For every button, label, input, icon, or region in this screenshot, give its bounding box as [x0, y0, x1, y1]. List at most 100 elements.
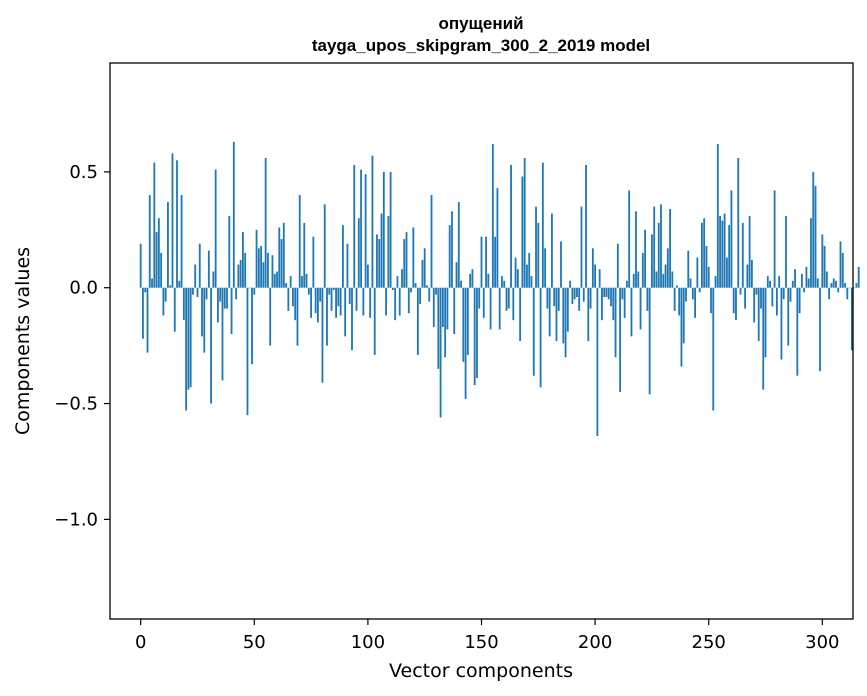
- bar: [605, 287, 608, 297]
- chart-title-line1: опущений: [438, 14, 523, 33]
- x-tick-label: 200: [578, 632, 612, 653]
- bar: [598, 269, 601, 288]
- bar: [153, 162, 156, 288]
- bar: [821, 234, 824, 288]
- bar: [148, 195, 151, 288]
- bar: [207, 250, 210, 288]
- bar: [721, 220, 724, 288]
- bar: [346, 243, 349, 288]
- bar: [255, 229, 258, 288]
- bar: [762, 287, 765, 390]
- bar: [596, 287, 599, 436]
- y-tick-label: 0.0: [69, 278, 98, 299]
- bar: [355, 287, 358, 311]
- bar: [566, 287, 569, 332]
- bar: [819, 287, 821, 372]
- bar: [210, 287, 213, 404]
- bar: [332, 287, 335, 291]
- bar: [192, 287, 194, 295]
- bar: [314, 287, 317, 314]
- bar: [814, 185, 817, 288]
- bar: [376, 234, 378, 288]
- bar: [466, 287, 469, 355]
- bar: [496, 188, 499, 288]
- bar: [401, 269, 403, 288]
- bar: [698, 287, 701, 293]
- bar: [519, 287, 522, 341]
- bar: [748, 215, 751, 288]
- bar: [669, 208, 671, 288]
- bar: [167, 202, 169, 288]
- bar: [730, 190, 733, 288]
- bar: [201, 287, 203, 337]
- bar: [503, 280, 506, 288]
- bar: [569, 280, 572, 288]
- bar: [144, 287, 147, 293]
- bar: [380, 213, 383, 288]
- bar: [173, 287, 176, 332]
- bar: [673, 287, 676, 311]
- bar: [292, 287, 294, 307]
- bar: [739, 287, 742, 295]
- bar: [276, 271, 278, 288]
- bar: [326, 287, 328, 346]
- bar: [321, 287, 324, 383]
- bar: [351, 287, 353, 351]
- bar: [682, 287, 685, 344]
- bar: [710, 287, 712, 314]
- bar: [855, 283, 858, 288]
- bar: [182, 287, 185, 321]
- bar: [794, 269, 796, 288]
- bar: [785, 215, 787, 288]
- bar: [151, 278, 153, 288]
- bar: [782, 287, 785, 300]
- bar: [223, 287, 226, 309]
- bar: [825, 271, 828, 288]
- bar: [171, 153, 174, 288]
- bar: [244, 252, 247, 288]
- bar: [832, 278, 835, 288]
- bar: [419, 287, 422, 304]
- bar: [473, 287, 476, 386]
- bar: [457, 202, 460, 288]
- bar: [837, 287, 840, 293]
- bar: [666, 248, 669, 288]
- bar: [444, 287, 447, 358]
- bar: [212, 271, 215, 288]
- bar: [280, 239, 283, 288]
- bar: [764, 287, 767, 358]
- bar: [735, 287, 737, 321]
- bar: [453, 287, 456, 335]
- bar: [671, 271, 674, 288]
- bar: [294, 287, 297, 321]
- bar: [853, 287, 856, 289]
- bar: [169, 285, 172, 288]
- bar: [341, 225, 344, 288]
- bar: [548, 287, 551, 337]
- bar: [648, 287, 651, 395]
- bar: [198, 243, 201, 288]
- bar: [235, 287, 238, 300]
- bar: [489, 287, 492, 330]
- bar: [282, 222, 285, 288]
- bar: [139, 243, 142, 288]
- bar: [217, 287, 219, 323]
- bar: [816, 278, 819, 288]
- bar: [214, 169, 217, 288]
- bar: [196, 287, 199, 297]
- bar: [391, 287, 394, 291]
- bar: [607, 287, 610, 300]
- bar: [732, 287, 735, 314]
- bar: [348, 287, 351, 304]
- bar: [155, 232, 158, 288]
- bar: [369, 287, 372, 318]
- bar: [416, 287, 419, 355]
- bar: [628, 190, 631, 288]
- bar: [557, 287, 560, 311]
- bar: [487, 273, 490, 288]
- x-axis-label: Vector components: [389, 660, 573, 682]
- bar: [230, 287, 233, 335]
- bar: [532, 287, 535, 376]
- bar: [660, 204, 662, 288]
- bar: [287, 287, 290, 311]
